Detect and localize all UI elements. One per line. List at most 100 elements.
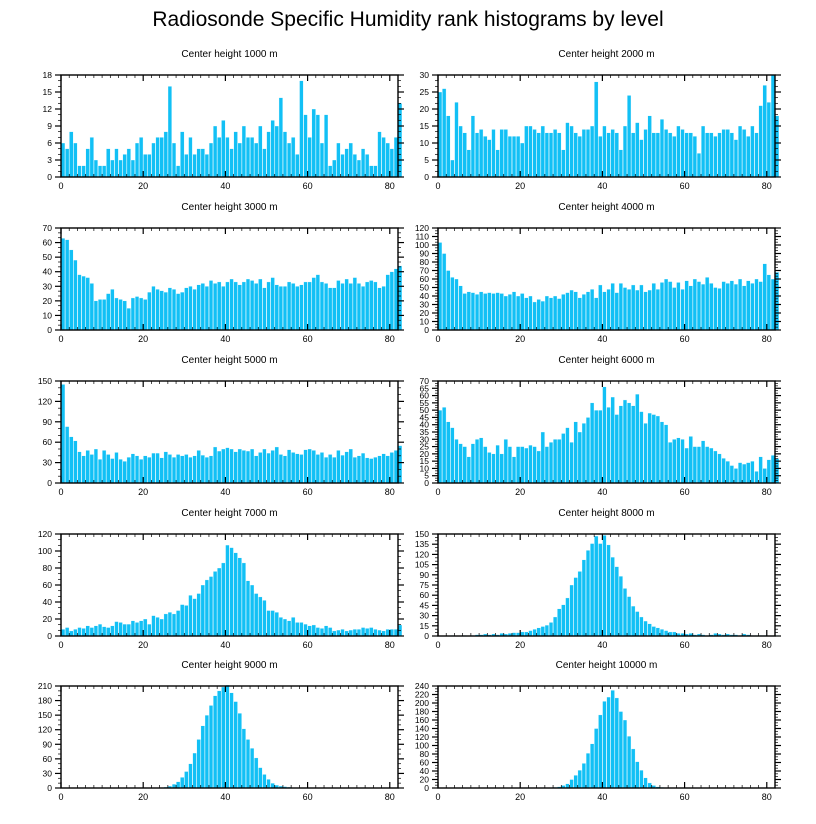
histogram-bar bbox=[312, 109, 316, 177]
panel-title: Center height 10000 m bbox=[556, 660, 658, 671]
histogram-bar bbox=[69, 250, 73, 330]
histogram-bar bbox=[365, 154, 369, 177]
histogram-bar bbox=[119, 459, 123, 483]
histogram-bar bbox=[566, 428, 570, 483]
histogram-bar bbox=[300, 454, 304, 483]
histogram-bar bbox=[361, 453, 365, 483]
histogram-bar bbox=[652, 415, 656, 483]
y-tick-label: 150 bbox=[38, 710, 52, 720]
histogram-bar bbox=[287, 143, 291, 177]
histogram-bar bbox=[193, 599, 197, 636]
histogram-bar bbox=[65, 240, 69, 330]
histogram-bar bbox=[771, 279, 775, 330]
histogram-bar bbox=[545, 625, 549, 636]
histogram-bar bbox=[373, 166, 377, 177]
histogram-bar bbox=[267, 132, 271, 177]
histogram-bar bbox=[123, 461, 127, 483]
histogram-bar bbox=[176, 611, 180, 637]
histogram-bar bbox=[180, 132, 184, 177]
histogram-bar bbox=[455, 102, 459, 177]
histogram-bar bbox=[143, 154, 147, 177]
histogram-bar bbox=[221, 286, 225, 330]
histogram-panel: Center height 8000 m0 20 40 60 8001530456075… bbox=[415, 508, 781, 650]
y-tick-label: 3 bbox=[47, 155, 52, 165]
histogram-bar bbox=[479, 292, 483, 330]
histogram-bar bbox=[512, 136, 516, 177]
histogram-bar bbox=[230, 548, 234, 636]
histogram-bar bbox=[234, 132, 238, 177]
histogram-bar bbox=[127, 457, 131, 483]
panel-title: Center height 9000 m bbox=[181, 660, 277, 671]
y-tick-label: 20 bbox=[420, 308, 430, 318]
y-tick-label: 120 bbox=[38, 529, 52, 539]
histogram-bar bbox=[254, 758, 258, 788]
y-tick-label: 75 bbox=[420, 580, 430, 590]
histogram-bar bbox=[312, 450, 316, 483]
histogram-bar bbox=[82, 166, 86, 177]
histogram-bar bbox=[78, 275, 82, 330]
histogram-bar bbox=[718, 454, 722, 483]
histogram-bar bbox=[598, 410, 602, 483]
histogram-bar bbox=[722, 458, 726, 483]
histogram-bar bbox=[750, 461, 754, 483]
histogram-bar bbox=[217, 568, 221, 636]
histogram-bar bbox=[246, 581, 250, 636]
histogram-bar bbox=[201, 455, 205, 483]
histogram-bar bbox=[184, 154, 188, 177]
histogram-bar bbox=[438, 92, 442, 177]
histogram-bar bbox=[520, 143, 524, 177]
histogram-bar bbox=[496, 293, 500, 330]
histogram-bar bbox=[759, 106, 763, 177]
histogram-bar bbox=[246, 279, 250, 330]
histogram-bar bbox=[545, 296, 549, 330]
histogram-bar bbox=[119, 299, 123, 330]
histogram-bar bbox=[763, 468, 767, 483]
histogram-bar bbox=[656, 289, 660, 330]
histogram-bar bbox=[143, 299, 147, 330]
histogram-bar bbox=[656, 133, 660, 177]
histogram-bar bbox=[529, 126, 533, 177]
histogram-bar bbox=[197, 594, 201, 637]
histogram-grid: Center height 1000 m0 20 40 60 800369121518C… bbox=[0, 0, 816, 824]
histogram-bar bbox=[463, 133, 467, 177]
histogram-bar bbox=[390, 629, 394, 636]
histogram-bar bbox=[615, 293, 619, 330]
histogram-bar bbox=[640, 140, 644, 177]
histogram-bar bbox=[382, 286, 386, 330]
histogram-bar bbox=[230, 449, 234, 483]
histogram-bar bbox=[131, 160, 135, 177]
histogram-bar bbox=[529, 296, 533, 330]
histogram-bar bbox=[763, 85, 767, 177]
x-tick-label: 40 bbox=[597, 640, 607, 650]
histogram-bar bbox=[697, 153, 701, 177]
histogram-bar bbox=[267, 282, 271, 330]
histogram-bar bbox=[574, 578, 578, 636]
histogram-bar bbox=[131, 454, 135, 483]
histogram-bar bbox=[127, 624, 131, 636]
histogram-bar bbox=[160, 137, 164, 177]
histogram-bar bbox=[271, 783, 275, 788]
histogram-bar bbox=[664, 631, 668, 636]
histogram-bar bbox=[168, 288, 172, 330]
y-tick-label: 60 bbox=[43, 238, 53, 248]
histogram-bar bbox=[209, 456, 213, 483]
histogram-bar bbox=[184, 605, 188, 636]
histogram-bar bbox=[369, 280, 373, 330]
histogram-bar bbox=[349, 449, 353, 483]
histogram-bar bbox=[746, 463, 750, 483]
histogram-bar bbox=[479, 438, 483, 483]
y-tick-label: 60 bbox=[420, 758, 430, 768]
histogram-bar bbox=[619, 576, 623, 636]
histogram-bar bbox=[475, 294, 479, 330]
histogram-bar bbox=[201, 726, 205, 788]
histogram-bar bbox=[258, 597, 262, 636]
histogram-bar bbox=[226, 448, 230, 483]
histogram-bar bbox=[156, 289, 160, 330]
histogram-bar bbox=[332, 631, 336, 636]
histogram-bar bbox=[209, 577, 213, 637]
histogram-bar bbox=[627, 403, 631, 483]
histogram-bar bbox=[328, 628, 332, 637]
histogram-bar bbox=[90, 283, 94, 330]
histogram-bar bbox=[267, 453, 271, 483]
histogram-bar bbox=[590, 544, 594, 636]
